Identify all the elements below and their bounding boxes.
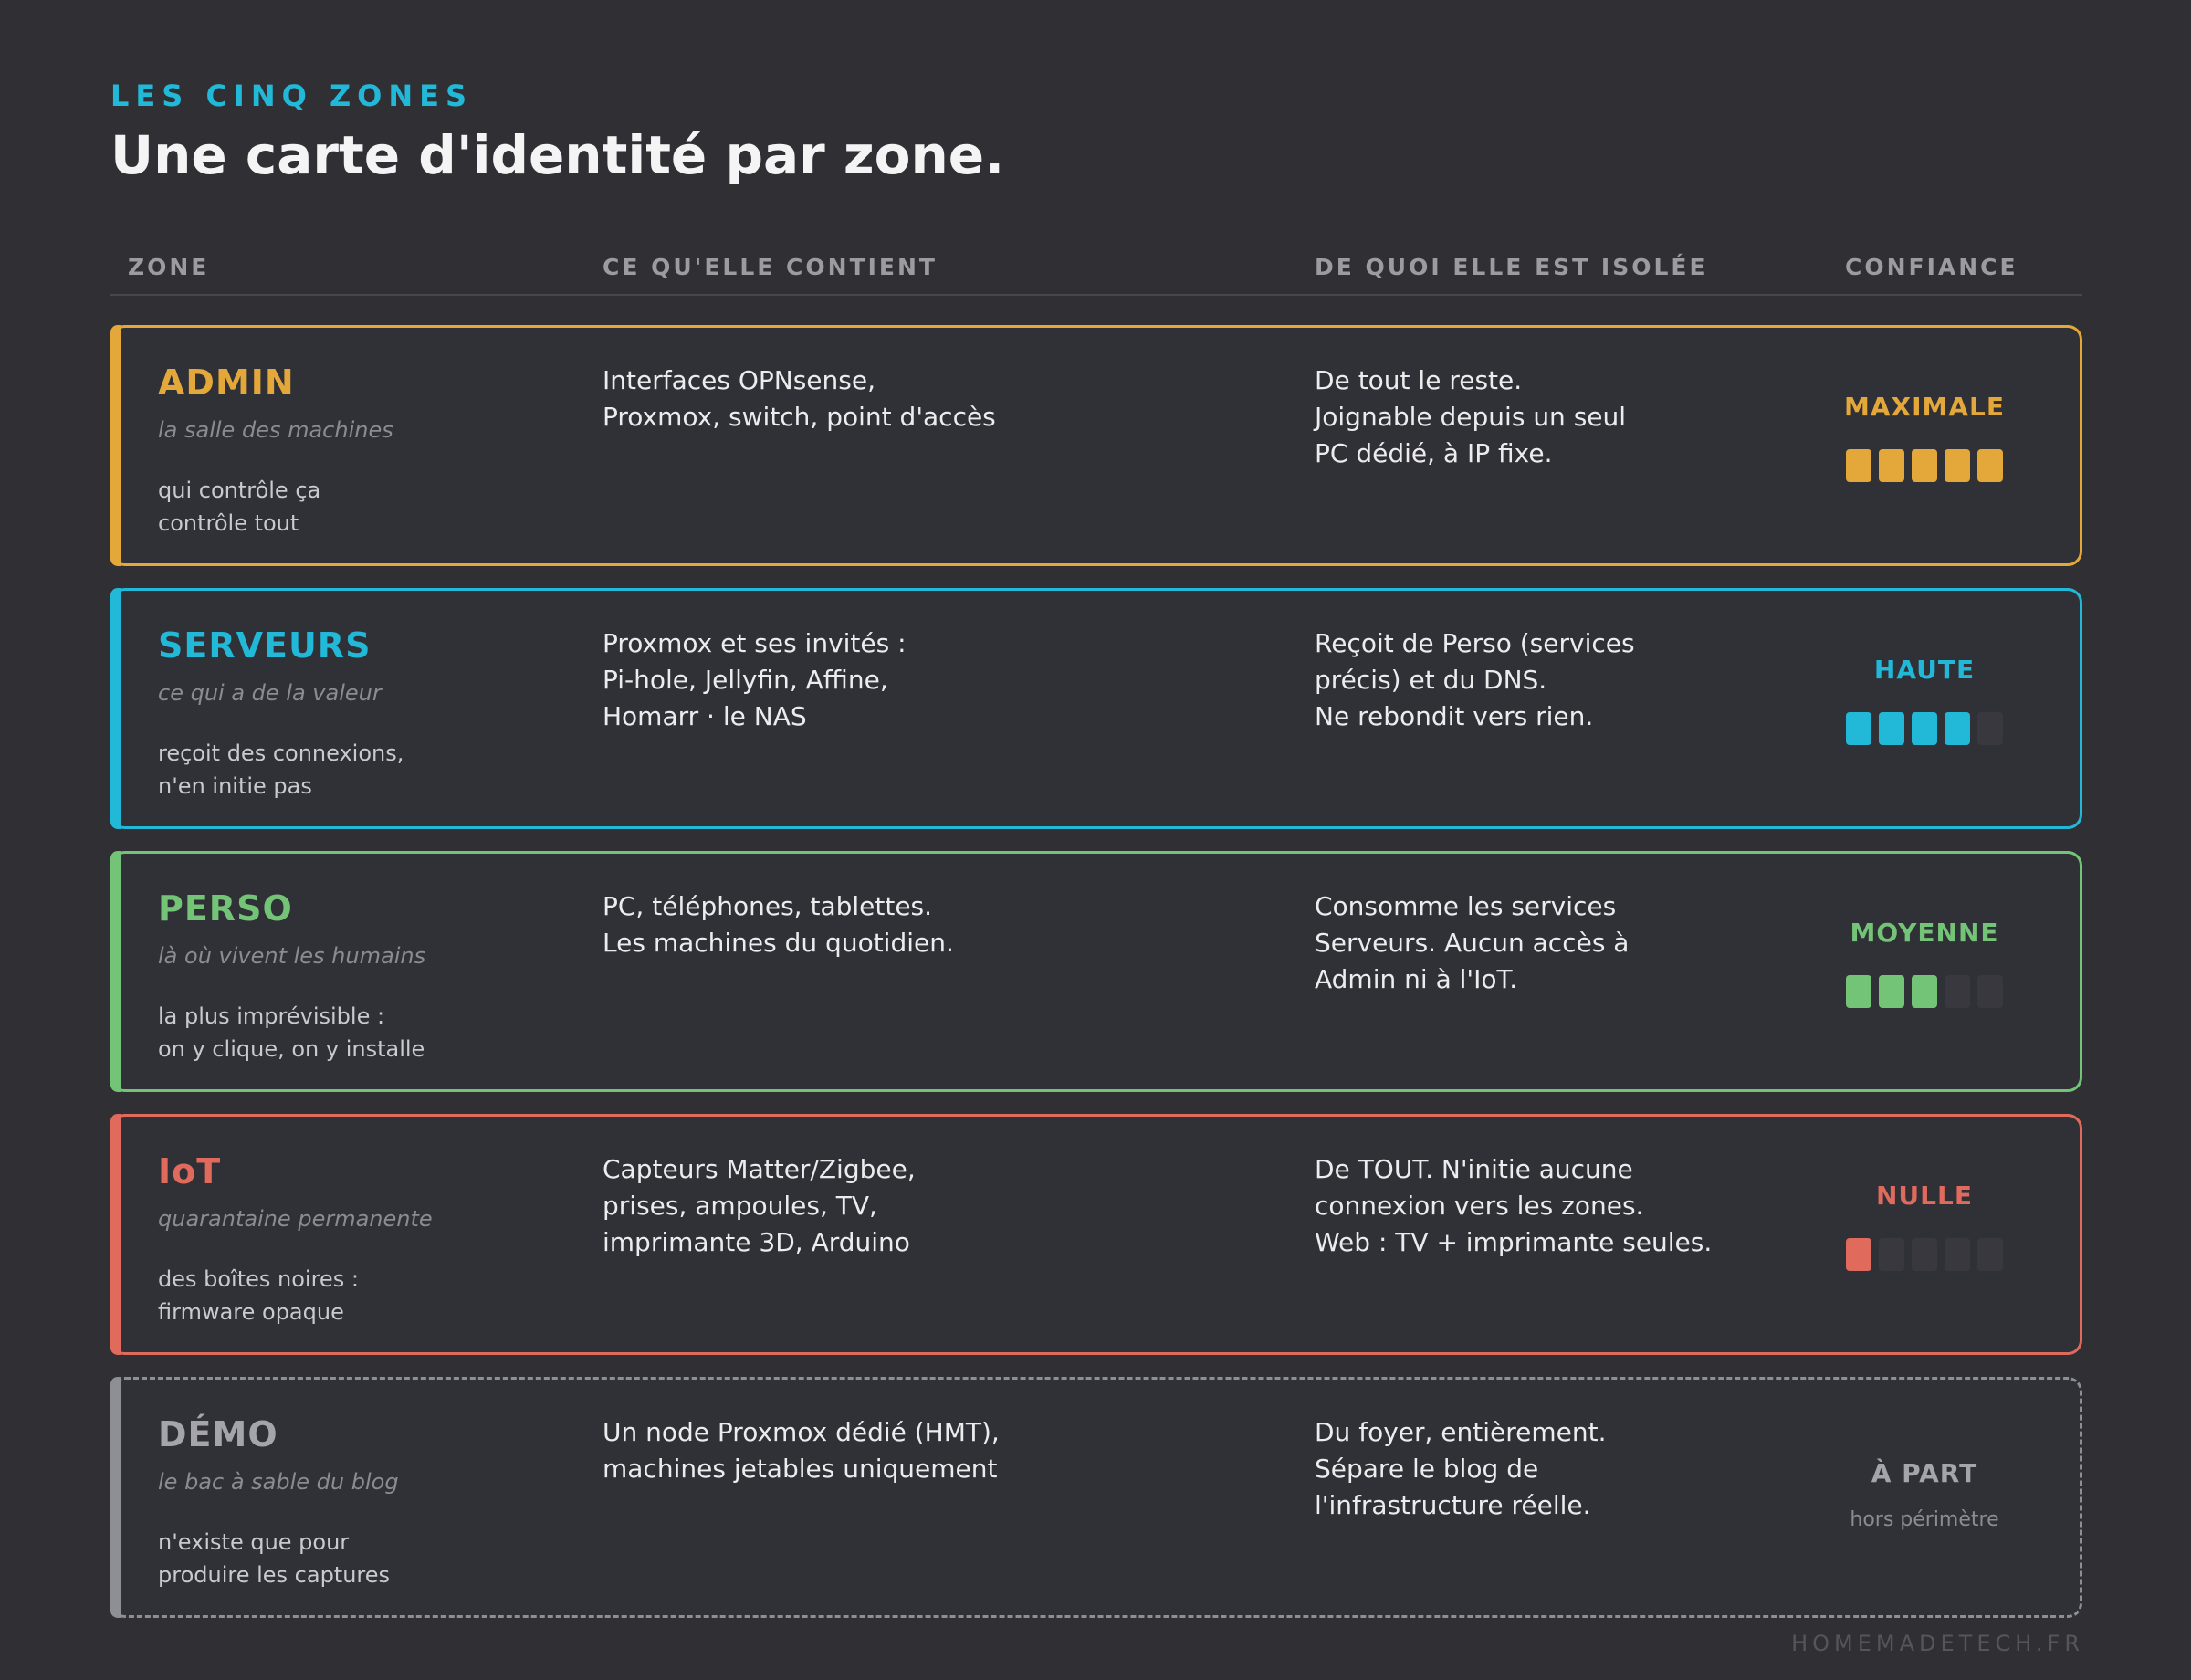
zone-row-perso: PERSO là où vivent les humains la plus imp…: [110, 851, 2082, 1092]
zone-note: la plus imprévisible : on y clique, on y…: [158, 1003, 425, 1062]
zone-note: des boîtes noires : firmware opaque: [158, 1266, 359, 1325]
zone-content: Capteurs Matter/Zigbee, prises, ampoules…: [603, 1154, 916, 1257]
trust-pip-filled: [1912, 975, 1937, 1008]
zone-tagline: ce qui a de la valeur: [158, 680, 382, 706]
trust-meter: [1810, 975, 2039, 1008]
trust-pip-empty: [1945, 1238, 1970, 1271]
trust-pip-filled: [1945, 712, 1970, 745]
trust-pip-filled: [1846, 1238, 1871, 1271]
zone-accent-bar: [110, 1114, 121, 1355]
trust-meter: [1810, 449, 2039, 482]
trust-pip-empty: [1912, 1238, 1937, 1271]
zone-accent-bar: [110, 1377, 121, 1618]
zone-accent-bar: [110, 851, 121, 1092]
trust-label: À PART: [1871, 1458, 1978, 1488]
zone-row-iot: IoT quarantaine permanente des boîtes noir…: [110, 1114, 2082, 1355]
column-header-trust: CONFIANCE: [1845, 254, 2018, 280]
zone-tagline: là où vivent les humains: [158, 943, 426, 969]
column-header-zone: ZONE: [128, 254, 210, 280]
zone-tagline: le bac à sable du blog: [158, 1469, 399, 1495]
zone-content: Un node Proxmox dédié (HMT), machines je…: [603, 1417, 1000, 1484]
trust-meter: [1810, 1238, 2039, 1271]
trust-indicator: MAXIMALE: [1810, 392, 2039, 482]
trust-meter: [1810, 712, 2039, 745]
zone-name: ADMIN: [158, 362, 295, 403]
trust-pip-filled: [1912, 712, 1937, 745]
trust-pip-filled: [1846, 975, 1871, 1008]
trust-pip-empty: [1977, 712, 2003, 745]
zone-tagline: la salle des machines: [158, 417, 393, 443]
trust-pip-filled: [1879, 975, 1904, 1008]
zone-row-serveurs: SERVEURS ce qui a de la valeur reçoit des …: [110, 588, 2082, 829]
trust-pip-filled: [1977, 449, 2003, 482]
trust-indicator: HAUTE: [1810, 655, 2039, 745]
zone-tagline: quarantaine permanente: [158, 1206, 433, 1232]
column-header-isolation: DE QUOI ELLE EST ISOLÉE: [1315, 254, 1708, 280]
zone-name: PERSO: [158, 888, 293, 929]
section-eyebrow: LES CINQ ZONES: [110, 79, 474, 113]
zone-content: PC, téléphones, tablettes. Les machines …: [603, 891, 954, 958]
header-divider: [110, 294, 2082, 296]
trust-pip-empty: [1945, 975, 1970, 1008]
trust-label: NULLE: [1876, 1181, 1973, 1211]
zone-isolation: De TOUT. N'initie aucune connexion vers …: [1315, 1154, 1713, 1257]
zone-isolation: De tout le reste. Joignable depuis un se…: [1315, 365, 1627, 468]
trust-pip-filled: [1846, 712, 1871, 745]
trust-pip-empty: [1977, 975, 2003, 1008]
trust-pip-filled: [1846, 449, 1871, 482]
trust-indicator: NULLE: [1810, 1181, 2039, 1271]
zone-isolation: Reçoit de Perso (services précis) et du …: [1315, 628, 1635, 731]
trust-pip-filled: [1879, 449, 1904, 482]
trust-label: MOYENNE: [1850, 918, 1999, 948]
zone-name: SERVEURS: [158, 625, 372, 666]
zone-isolation: Consomme les services Serveurs. Aucun ac…: [1315, 891, 1630, 994]
zone-name: DÉMO: [158, 1414, 278, 1454]
trust-pip-filled: [1912, 449, 1937, 482]
trust-indicator: MOYENNE: [1810, 918, 2039, 1008]
trust-pip-empty: [1977, 1238, 2003, 1271]
trust-pip-filled: [1879, 712, 1904, 745]
zone-content: Interfaces OPNsense, Proxmox, switch, po…: [603, 365, 996, 432]
column-header-content: CE QU'ELLE CONTIENT: [603, 254, 938, 280]
zone-isolation: Du foyer, entièrement. Sépare le blog de…: [1315, 1417, 1607, 1520]
zone-note: qui contrôle ça contrôle tout: [158, 478, 321, 536]
trust-label: HAUTE: [1873, 655, 1976, 685]
trust-sublabel: hors périmètre: [1850, 1508, 1999, 1531]
zone-note: n'existe que pour produire les captures: [158, 1529, 391, 1588]
zone-content: Proxmox et ses invités : Pi-hole, Jellyf…: [603, 628, 907, 731]
trust-pip-filled: [1945, 449, 1970, 482]
zone-accent-bar: [110, 325, 121, 566]
trust-indicator: À PART hors périmètre: [1810, 1458, 2039, 1531]
trust-pip-empty: [1879, 1238, 1904, 1271]
zone-row-demo: DÉMO le bac à sable du blog n'existe que p…: [110, 1377, 2082, 1618]
footer-brand: HOMEMADETECH.FR: [1791, 1631, 2084, 1656]
trust-label: MAXIMALE: [1843, 392, 2006, 422]
zone-note: reçoit des connexions, n'en initie pas: [158, 740, 404, 799]
zone-name: IoT: [158, 1151, 222, 1192]
zone-accent-bar: [110, 588, 121, 829]
page-title: Une carte d'identité par zone.: [110, 124, 1005, 186]
zone-row-admin: ADMIN la salle des machines qui contrôle ç…: [110, 325, 2082, 566]
